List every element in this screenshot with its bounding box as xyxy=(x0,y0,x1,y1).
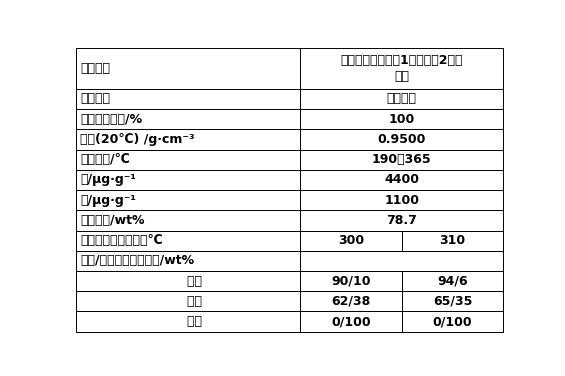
Text: 300: 300 xyxy=(338,234,364,247)
Bar xyxy=(300,109,503,129)
Text: 氮/μg·g⁻¹: 氮/μg·g⁻¹ xyxy=(80,194,136,207)
Bar xyxy=(76,271,300,291)
Text: 轻重组分分割温度，℃: 轻重组分分割温度，℃ xyxy=(80,234,163,247)
Text: 94/6: 94/6 xyxy=(437,274,468,288)
Text: 芳烃含量/wt%: 芳烃含量/wt% xyxy=(80,214,145,227)
Text: （轻/重）组分芳烃分布/wt%: （轻/重）组分芳烃分布/wt% xyxy=(80,255,194,267)
Bar xyxy=(300,210,503,230)
Bar xyxy=(76,251,300,271)
Text: 4400: 4400 xyxy=(384,173,419,186)
Bar xyxy=(76,150,300,170)
Bar xyxy=(300,271,402,291)
Bar xyxy=(402,291,503,311)
Text: 0/100: 0/100 xyxy=(331,315,371,328)
Bar xyxy=(76,311,300,332)
Bar xyxy=(300,251,503,271)
Text: 使用范围: 使用范围 xyxy=(80,62,110,75)
Text: 0.9500: 0.9500 xyxy=(377,133,426,146)
Bar xyxy=(76,109,300,129)
Text: 馏程范围/℃: 馏程范围/℃ xyxy=(80,153,130,166)
Bar xyxy=(300,129,503,150)
Text: 190～365: 190～365 xyxy=(372,153,432,166)
Text: 催化柴油比例/%: 催化柴油比例/% xyxy=(80,113,142,126)
Bar xyxy=(300,150,503,170)
Text: 310: 310 xyxy=(440,234,466,247)
Bar xyxy=(300,48,503,89)
Text: 密度(20℃) /g·cm⁻³: 密度(20℃) /g·cm⁻³ xyxy=(80,133,195,146)
Bar xyxy=(300,230,402,251)
Bar xyxy=(76,190,300,210)
Bar xyxy=(300,190,503,210)
Text: 90/10: 90/10 xyxy=(331,274,371,288)
Bar xyxy=(300,311,402,332)
Text: 单环: 单环 xyxy=(175,274,202,288)
Bar xyxy=(76,291,300,311)
Bar xyxy=(76,170,300,190)
Text: 催化柴油: 催化柴油 xyxy=(387,92,417,105)
Bar xyxy=(402,271,503,291)
Text: 各实施例及比较例1（比较例2未切
割）: 各实施例及比较例1（比较例2未切 割） xyxy=(341,54,463,83)
Text: 0/100: 0/100 xyxy=(433,315,472,328)
Text: 硫/μg·g⁻¹: 硫/μg·g⁻¹ xyxy=(80,173,136,186)
Text: 78.7: 78.7 xyxy=(386,214,417,227)
Bar xyxy=(300,170,503,190)
Bar xyxy=(76,230,300,251)
Text: 1100: 1100 xyxy=(384,194,419,207)
Text: 原料来源: 原料来源 xyxy=(80,92,110,105)
Bar xyxy=(76,210,300,230)
Bar xyxy=(402,230,503,251)
Bar xyxy=(76,89,300,109)
Bar xyxy=(300,291,402,311)
Text: 62/38: 62/38 xyxy=(331,295,371,308)
Bar xyxy=(402,311,503,332)
Bar xyxy=(76,129,300,150)
Bar xyxy=(76,48,300,89)
Text: 双环: 双环 xyxy=(175,295,202,308)
Text: 100: 100 xyxy=(389,113,415,126)
Bar xyxy=(300,89,503,109)
Text: 三环: 三环 xyxy=(175,315,202,328)
Text: 65/35: 65/35 xyxy=(433,295,472,308)
